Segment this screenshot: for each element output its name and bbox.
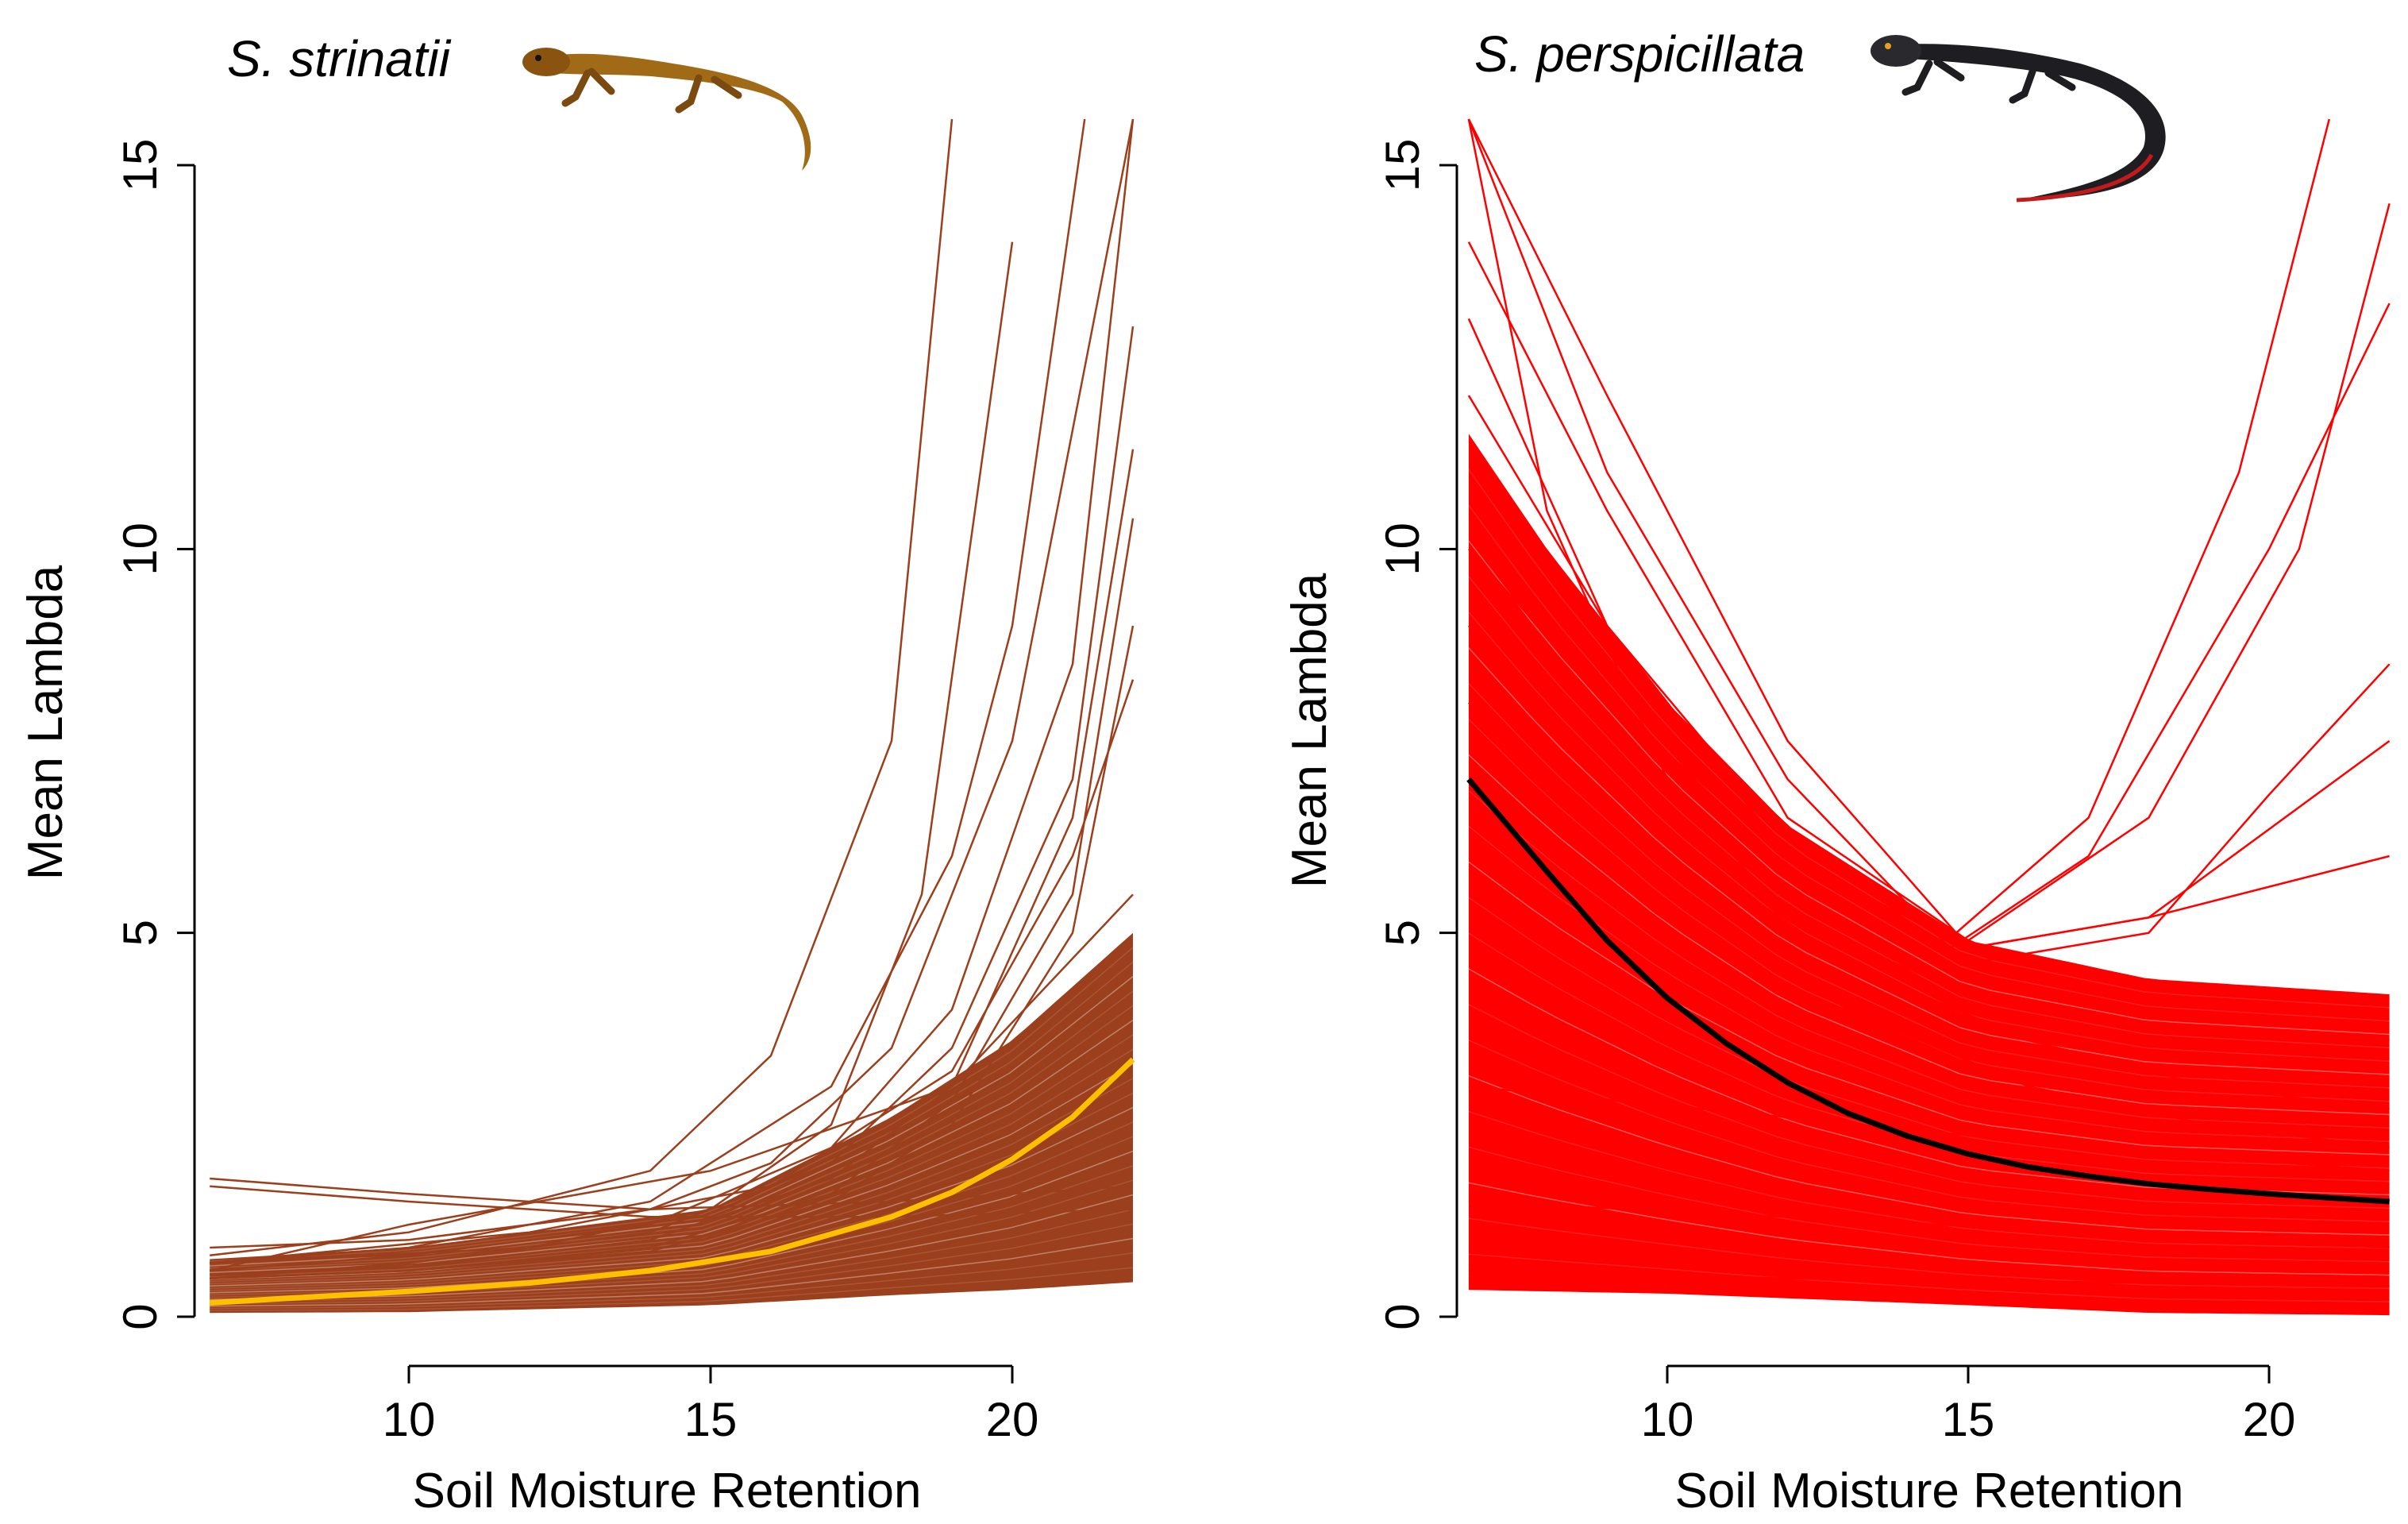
posterior-band-streak [1468,540,2390,1036]
x-tick-label: 10 [383,1393,436,1446]
posterior-band-streak [1468,576,2390,1049]
y-tick-label: 5 [114,920,167,946]
posterior-band-streak [1468,1040,2390,1222]
posterior-band-streak [210,990,1134,1269]
posterior-band-streak [1468,504,2390,1022]
posterior-band-streak [210,1209,1134,1302]
posterior-mean [209,1057,1135,1306]
posterior-band-streak [1468,683,2390,1089]
posterior-draw-line [1467,118,2391,950]
posterior-band [1468,434,2390,1316]
mean-curve [1466,777,2390,1205]
posterior-band-area [1468,434,2390,1316]
y-axis: 0 5 10 15 [1376,139,1458,1330]
posterior-band-streak [210,1121,1134,1289]
posterior-draw-line [1468,701,2390,1149]
posterior-band-streak [1468,897,2390,1169]
chart-panel-perspicillata: S. perspicillata 0 5 10 15 10 15 20 Mean Lamb… [1282,25,2391,1518]
mean-curve [209,1057,1135,1306]
posterior-band-streak [210,1237,1134,1307]
y-tick-label: 5 [1376,920,1429,946]
y-axis: 0 5 10 15 [114,139,196,1330]
y-tick-label: 15 [1376,139,1429,192]
posterior-draw-line [210,118,1086,1264]
posterior-band-streak [210,1078,1134,1283]
posterior-draw-line [210,241,1014,1264]
posterior-band-streak [210,1150,1134,1294]
y-axis-label: Mean Lambda [18,565,73,880]
posterior-draw-line [1467,203,2391,942]
x-tick-label: 20 [986,1393,1039,1446]
posterior-band-area [210,932,1134,1314]
posterior-band-streak [1468,1075,2390,1236]
posterior-band-streak [1468,1110,2390,1249]
y-tick-label: 10 [114,523,167,576]
posterior-band-streak [210,1267,1134,1312]
posterior-draw-line [210,625,1135,1279]
x-tick-label: 15 [684,1393,738,1446]
posterior-mean [1466,777,2390,1205]
posterior-band-streak [1468,1004,2390,1210]
posterior-draw-line [210,326,1135,1279]
posterior-draws [209,118,1135,1279]
posterior-draw-line [1468,1200,2390,1249]
posterior-band-streak [1468,1146,2390,1263]
x-axis-label: Soil Moisture Retention [413,1464,922,1518]
posterior-band-streak [1468,861,2390,1156]
chart-panel-strinatii: S. strinatii 0 5 10 15 10 15 20 Mean Lambda S… [18,30,1135,1518]
posterior-draw-line [209,893,1134,1272]
x-axis-label: Soil Moisture Retention [1675,1464,2184,1518]
posterior-draw-line [210,679,1135,1264]
x-axis: 10 15 20 [1641,1364,2296,1446]
y-tick-label: 15 [114,139,167,192]
posterior-band-streak [1468,825,2390,1142]
posterior-band-streak [210,1092,1134,1285]
y-axis-label: Mean Lambda [1282,573,1337,888]
y-tick-label: 0 [114,1303,167,1329]
y-tick-label: 0 [1376,1303,1429,1329]
x-tick-label: 10 [1641,1393,1694,1446]
posterior-band-streak [1468,647,2390,1075]
posterior-band-streak [1468,1182,2390,1276]
posterior-draw-line [210,118,1135,1249]
posterior-band-streak [1468,1217,2390,1290]
posterior-draw-line [1468,1269,2390,1287]
posterior-draw-line [210,449,1135,1276]
posterior-draw-line [1468,1085,2390,1172]
posterior-draws [1467,118,2391,1287]
posterior-draw-line [1467,548,2390,950]
x-axis: 10 15 20 [383,1364,1039,1446]
y-tick-label: 10 [1376,523,1429,576]
posterior-band-streak [210,1194,1134,1301]
posterior-draw-line [210,118,954,1256]
posterior-band-streak [1468,612,2390,1062]
posterior-draw-line [210,1185,1134,1218]
salamander-black-red-illustration [1871,35,2166,203]
salamander-brown-illustration [522,48,811,171]
chart-title: S. strinatii [227,30,452,87]
chart-title: S. perspicillata [1474,25,1805,83]
posterior-band-streak [1468,754,2390,1116]
posterior-band-streak [210,1063,1134,1280]
posterior-band-streak [210,1223,1134,1305]
posterior-band-streak [1468,1253,2390,1302]
posterior-band-streak [1468,469,2390,1009]
x-tick-label: 20 [2243,1393,2296,1446]
posterior-draw-line [1467,318,2391,950]
posterior-draw-line [1467,118,2390,1042]
posterior-draw-line [1467,625,2390,1111]
posterior-band-streak [1468,789,2390,1129]
posterior-band-streak [210,1252,1134,1310]
x-tick-label: 15 [1942,1393,1995,1446]
